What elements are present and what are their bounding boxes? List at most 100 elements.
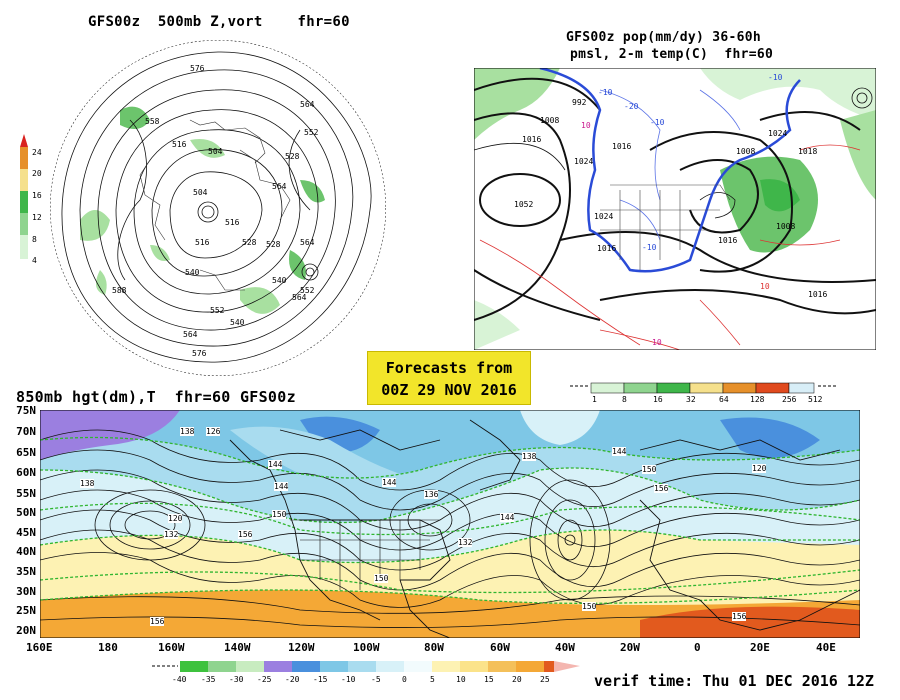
polar-map xyxy=(50,40,386,376)
polar-cb-tick: 16 xyxy=(32,191,42,200)
lon-label: 20E xyxy=(750,641,770,654)
main-cb-tick: -20 xyxy=(285,675,300,684)
main-colorbar xyxy=(152,661,580,672)
main-cb-tick: -40 xyxy=(172,675,187,684)
temp-label: -10 xyxy=(768,73,783,82)
main-cb-tick: 5 xyxy=(430,675,435,684)
lat-label: 75N xyxy=(16,404,36,417)
lat-label: 50N xyxy=(16,506,36,519)
isobar-label: 992 xyxy=(572,98,587,107)
contour-label: 138 xyxy=(522,452,537,461)
contour-label: 540 xyxy=(272,276,287,285)
isobar-label: 1008 xyxy=(736,147,756,156)
contour-label: 540 xyxy=(230,318,245,327)
temp-label: 10 xyxy=(760,282,770,291)
contour-label: 144 xyxy=(268,460,283,469)
contour-label: 156 xyxy=(150,617,165,626)
lat-label: 20N xyxy=(16,624,36,637)
pop-panel-title-line2: pmsl, 2-m temp(C) fhr=60 xyxy=(570,47,774,62)
temp-label: -20 xyxy=(624,102,639,111)
contour-label: 156 xyxy=(732,612,747,621)
lon-label: 20W xyxy=(620,641,640,654)
main-cb-tick: -25 xyxy=(257,675,272,684)
isobar-label: 1024 xyxy=(594,212,614,221)
main-cb-tick: -15 xyxy=(313,675,328,684)
lon-label: 100W xyxy=(353,641,380,654)
isobar-label: 1018 xyxy=(798,147,818,156)
contour-label: 150 xyxy=(374,574,389,583)
polar-panel-title: GFS00z 500mb Z,vort fhr=60 xyxy=(88,14,350,30)
contour-label: 156 xyxy=(654,484,669,493)
contour-label: 564 xyxy=(300,100,315,109)
pop-cb-tick: 32 xyxy=(686,395,696,404)
contour-label: 576 xyxy=(190,64,205,73)
contour-label: 150 xyxy=(272,510,287,519)
lat-label: 45N xyxy=(16,526,36,539)
pop-cb-tick: 256 xyxy=(782,395,797,404)
contour-label: 144 xyxy=(500,513,515,522)
isobar-label: 1024 xyxy=(768,129,788,138)
main-cb-tick: 25 xyxy=(540,675,550,684)
isobar-label: 1008 xyxy=(776,222,796,231)
contour-label: 120 xyxy=(752,464,767,473)
polar-cb-tick: 12 xyxy=(32,213,42,222)
contour-label: 528 xyxy=(242,238,257,247)
main-panel-title: 850mb hgt(dm),T fhr=60 GFS00z xyxy=(16,388,296,406)
contour-label: 126 xyxy=(206,427,221,436)
contour-label: 504 xyxy=(208,147,223,156)
verif-time: verif time: Thu 01 DEC 2016 12Z xyxy=(594,672,874,690)
isobar-label: 1016 xyxy=(612,142,632,151)
pop-cb-tick: 128 xyxy=(750,395,765,404)
lon-label: 40E xyxy=(816,641,836,654)
isobar-label: 1052 xyxy=(514,200,534,209)
pop-cb-tick: 16 xyxy=(653,395,663,404)
lon-label: 160E xyxy=(26,641,53,654)
contour-label: 150 xyxy=(642,465,657,474)
temp-label: -10 xyxy=(598,88,613,97)
contour-label: 504 xyxy=(193,188,208,197)
main-cb-tick: -35 xyxy=(201,675,216,684)
lat-label: 25N xyxy=(16,604,36,617)
lon-label: 160W xyxy=(158,641,185,654)
isobar-label: 1016 xyxy=(808,290,828,299)
contour-label: 528 xyxy=(285,152,300,161)
pop-colorbar xyxy=(570,382,836,394)
contour-label: 138 xyxy=(80,479,95,488)
lat-label: 30N xyxy=(16,585,36,598)
main-cb-tick: 20 xyxy=(512,675,522,684)
main-cb-tick: 10 xyxy=(456,675,466,684)
contour-label: 144 xyxy=(274,482,289,491)
contour-label: 516 xyxy=(172,140,187,149)
main-cb-tick: 15 xyxy=(484,675,494,684)
main-cb-tick: -10 xyxy=(341,675,356,684)
contour-label: 588 xyxy=(112,286,127,295)
main-cb-tick: -30 xyxy=(229,675,244,684)
lon-label: 180 xyxy=(98,641,118,654)
lon-label: 80W xyxy=(424,641,444,654)
lat-label: 35N xyxy=(16,565,36,578)
forecast-line1: Forecasts from xyxy=(385,359,513,377)
contour-label: 528 xyxy=(266,240,281,249)
isobar-label: 1024 xyxy=(574,157,594,166)
pop-map xyxy=(474,68,876,350)
contour-label: 516 xyxy=(225,218,240,227)
contour-label: 136 xyxy=(424,490,439,499)
pop-cb-tick: 1 xyxy=(592,395,597,404)
contour-label: 552 xyxy=(210,306,225,315)
contour-label: 564 xyxy=(183,330,198,339)
pop-cb-tick: 64 xyxy=(719,395,729,404)
lon-label: 120W xyxy=(288,641,315,654)
contour-label: 120 xyxy=(168,514,183,523)
lon-label: 140W xyxy=(224,641,251,654)
main-map xyxy=(40,410,860,638)
forecast-line2: 00Z 29 NOV 2016 xyxy=(381,381,517,399)
temp-label: 10 xyxy=(652,338,662,347)
lat-label: 65N xyxy=(16,446,36,459)
contour-label: 144 xyxy=(382,478,397,487)
contour-label: 150 xyxy=(582,602,597,611)
pop-panel-title-line1: GFS00z pop(mm/dy) 36-60h xyxy=(566,30,762,45)
contour-label: 558 xyxy=(145,117,160,126)
contour-label: 564 xyxy=(292,293,307,302)
contour-label: 564 xyxy=(300,238,315,247)
